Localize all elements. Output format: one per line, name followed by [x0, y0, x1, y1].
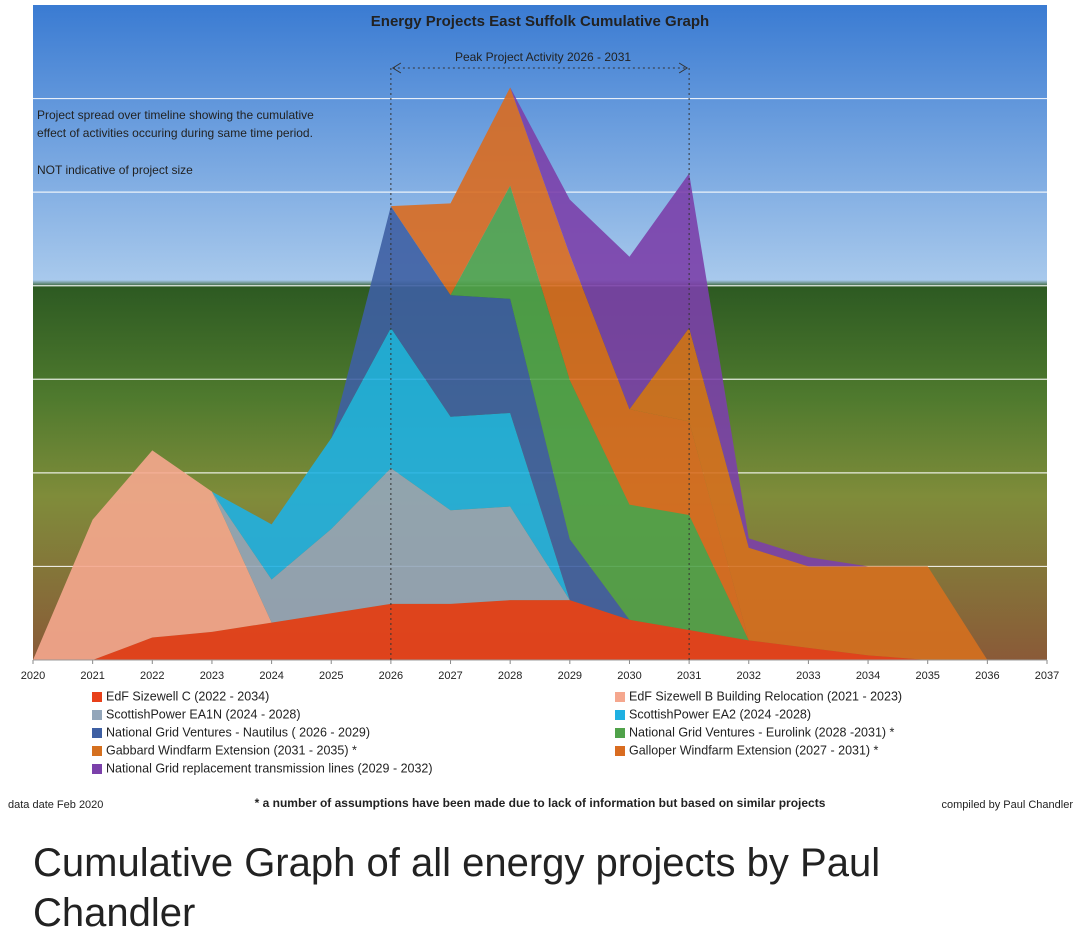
x-tick-label: 2032	[737, 670, 761, 682]
note-line: Project spread over timeline showing the…	[37, 108, 314, 122]
legend-swatch	[615, 746, 625, 756]
caption: Cumulative Graph of all energy projects …	[33, 841, 881, 935]
legend-label: Gabbard Windfarm Extension (2031 - 2035)…	[106, 743, 357, 757]
legend-swatch	[92, 710, 102, 720]
x-tick-label: 2034	[856, 670, 880, 682]
area	[33, 87, 1047, 661]
x-tick-label: 2022	[140, 670, 164, 682]
legend-label: National Grid replacement transmission l…	[106, 761, 433, 775]
legend-swatch	[615, 710, 625, 720]
chart: Energy Projects East Suffolk Cumulative …	[8, 5, 1074, 811]
x-tick-label: 2033	[796, 670, 820, 682]
x-tick-label: 2031	[677, 670, 701, 682]
x-tick-label: 2029	[558, 670, 582, 682]
legend-label: National Grid Ventures - Eurolink (2028 …	[629, 725, 895, 739]
area	[33, 450, 1047, 660]
legend-swatch	[92, 746, 102, 756]
x-tick-label: 2030	[617, 670, 641, 682]
legend-label: ScottishPower EA2 (2024 -2028)	[629, 707, 811, 721]
x-tick-label: 2026	[379, 670, 403, 682]
footer-center: * a number of assumptions have been made…	[255, 796, 826, 810]
legend-label: National Grid Ventures - Nautilus ( 2026…	[106, 725, 370, 739]
legend-swatch	[615, 728, 625, 738]
legend-label: ScottishPower EA1N (2024 - 2028)	[106, 707, 301, 721]
x-tick-label: 2023	[200, 670, 224, 682]
legend-swatch	[92, 728, 102, 738]
footer-left: data date Feb 2020	[8, 799, 103, 811]
x-tick-label: 2036	[975, 670, 999, 682]
legend-swatch	[92, 692, 102, 702]
legend-label: Galloper Windfarm Extension (2027 - 2031…	[629, 743, 879, 757]
chart-title: Energy Projects East Suffolk Cumulative …	[371, 13, 709, 30]
size-note: NOT indicative of project size	[37, 163, 193, 177]
arrow-head	[678, 62, 689, 74]
legend-label: EdF Sizewell C (2022 - 2034)	[106, 689, 269, 703]
legend-label: EdF Sizewell B Building Relocation (2021…	[629, 689, 902, 703]
arrow-head	[391, 62, 402, 74]
x-tick-label: 2028	[498, 670, 522, 682]
area	[33, 87, 1047, 661]
x-tick-label: 2024	[259, 670, 283, 682]
x-tick-label: 2035	[915, 670, 939, 682]
peak-annotation: Peak Project Activity 2026 - 2031	[455, 50, 631, 64]
area	[33, 450, 1047, 660]
area	[33, 600, 1047, 660]
x-tick-label: 2021	[80, 670, 104, 682]
area	[33, 206, 1047, 660]
note-line: effect of activities occuring during sam…	[37, 126, 313, 140]
x-tick-label: 2020	[21, 670, 45, 682]
x-tick-label: 2025	[319, 670, 343, 682]
legend-swatch	[92, 764, 102, 774]
x-tick-label: 2037	[1035, 670, 1059, 682]
footer-right: compiled by Paul Chandler	[942, 799, 1074, 811]
legend-swatch	[615, 692, 625, 702]
x-tick-label: 2027	[438, 670, 462, 682]
